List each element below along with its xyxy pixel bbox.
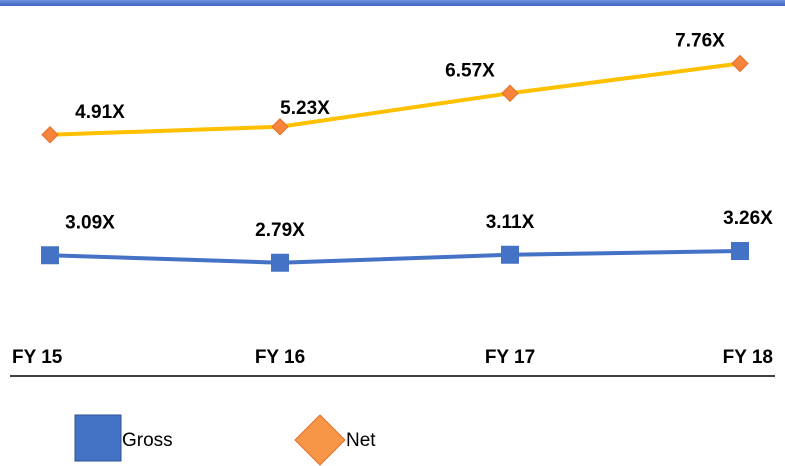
data-label: 3.26X [723, 208, 773, 229]
legend-label: Gross [122, 430, 173, 451]
marker [41, 126, 59, 144]
legend-label: Net [346, 430, 376, 451]
x-tick-label: FY 18 [723, 347, 773, 368]
legend-marker [294, 414, 346, 466]
data-label: 4.91X [75, 102, 125, 123]
data-label: 7.76X [675, 31, 725, 52]
data-label: 2.79X [255, 220, 305, 241]
x-tick-label: FY 15 [12, 347, 63, 368]
marker [501, 245, 519, 264]
marker [271, 253, 289, 272]
legend-marker [74, 414, 122, 462]
x-tick-label: FY 17 [485, 347, 535, 368]
series-line [49, 249, 741, 265]
marker [271, 118, 289, 136]
data-label: 5.23X [280, 98, 330, 119]
data-label: 3.09X [65, 212, 115, 233]
marker [501, 84, 519, 102]
data-label: 3.11X [486, 212, 535, 233]
data-label: 6.57X [445, 60, 495, 81]
marker [731, 242, 749, 260]
marker [41, 246, 59, 265]
marker [731, 54, 749, 73]
series-line [49, 61, 741, 137]
x-tick-label: FY 16 [255, 347, 305, 368]
header-bar [0, 0, 785, 6]
